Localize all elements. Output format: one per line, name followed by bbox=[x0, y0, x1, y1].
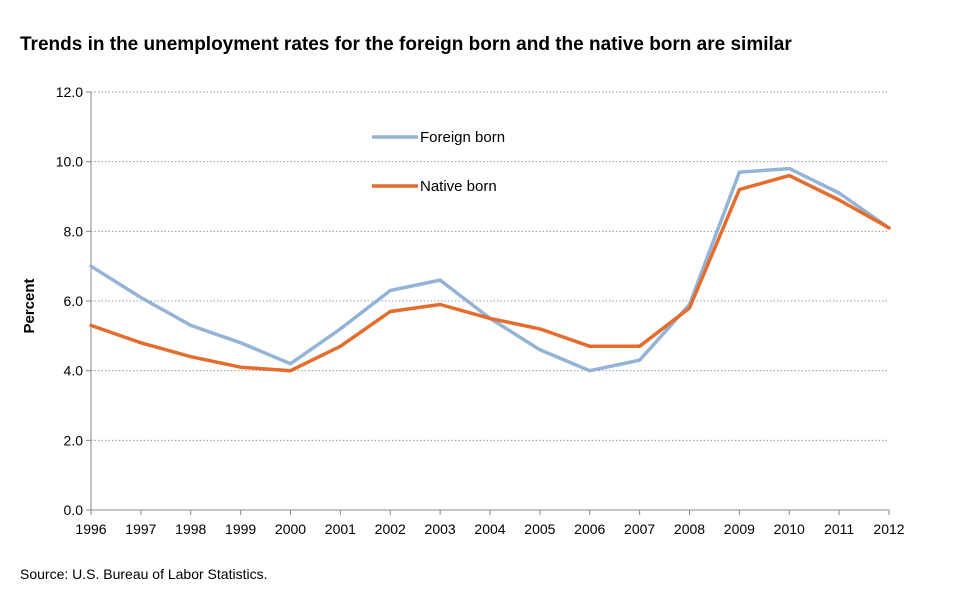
source-note: Source: U.S. Bureau of Labor Statistics. bbox=[20, 566, 268, 582]
series-lines bbox=[89, 166, 891, 373]
x-tick-label: 2007 bbox=[624, 521, 655, 537]
series-line-foreign-born bbox=[89, 166, 891, 373]
x-tick-label: 2000 bbox=[275, 521, 306, 537]
x-tick-labels: 1996 1997 1998 1999 2000 2001 2002 2003 2004 2005… bbox=[75, 521, 904, 537]
y-tick-labels: 0.0 2.0 4.0 6.0 8.0 10.0 12.0 bbox=[56, 84, 83, 518]
x-tick-label: 2006 bbox=[574, 521, 605, 537]
x-tick-label: 2002 bbox=[375, 521, 406, 537]
y-tick-label: 12.0 bbox=[56, 84, 83, 100]
legend-label: Native born bbox=[420, 178, 497, 195]
x-tick-label: 1997 bbox=[125, 521, 156, 537]
legend: Foreign born Native born bbox=[372, 129, 505, 195]
x-tick-label: 1999 bbox=[225, 521, 256, 537]
y-tick-label: 4.0 bbox=[64, 363, 84, 379]
x-tick-label: 1998 bbox=[175, 521, 206, 537]
axes bbox=[86, 91, 890, 515]
x-tick-label: 2011 bbox=[824, 521, 854, 537]
x-tick-label: 2005 bbox=[524, 521, 555, 537]
x-tick-label: 1996 bbox=[75, 521, 106, 537]
x-tick-label: 2003 bbox=[425, 521, 456, 537]
x-tick-label: 2010 bbox=[774, 521, 805, 537]
y-tick-label: 10.0 bbox=[56, 154, 83, 170]
chart-title: Trends in the unemployment rates for the… bbox=[20, 34, 792, 55]
x-tick-label: 2012 bbox=[873, 521, 904, 537]
y-tick-label: 0.0 bbox=[64, 502, 84, 518]
grid-lines bbox=[91, 91, 889, 441]
y-tick-label: 6.0 bbox=[64, 293, 84, 309]
series-line-native-born bbox=[89, 173, 891, 373]
y-tick-label: 2.0 bbox=[64, 432, 84, 448]
legend-label: Foreign born bbox=[420, 129, 505, 146]
y-axis-label: Percent bbox=[21, 278, 38, 333]
x-tick-label: 2009 bbox=[724, 521, 755, 537]
y-tick-label: 8.0 bbox=[64, 223, 84, 239]
x-tick-label: 2004 bbox=[474, 521, 505, 537]
x-tick-label: 2008 bbox=[674, 521, 705, 537]
x-tick-label: 2001 bbox=[325, 521, 356, 537]
